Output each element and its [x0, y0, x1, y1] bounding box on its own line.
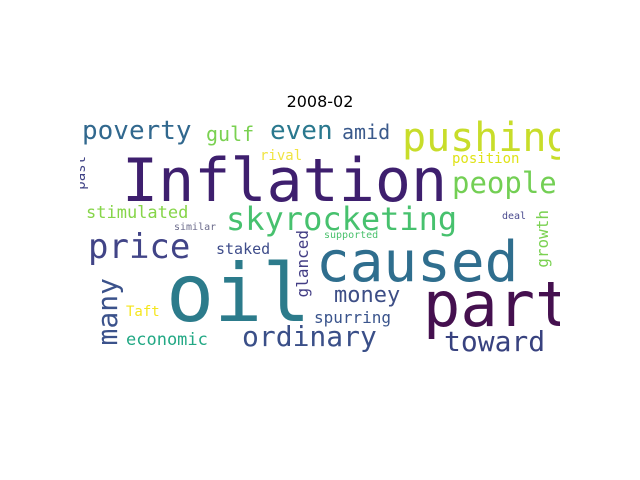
- word-economic: economic: [126, 330, 208, 350]
- word-amid: amid: [342, 120, 391, 144]
- word-staked: staked: [216, 240, 271, 258]
- word-money: money: [334, 283, 401, 308]
- word-toward: toward: [444, 325, 546, 358]
- word-part: part: [423, 268, 560, 341]
- word-taft: Taft: [126, 304, 160, 320]
- word-growth: growth: [533, 210, 552, 268]
- word-price: price: [88, 227, 191, 267]
- chart-title: 2008-02: [286, 92, 354, 111]
- word-caused: caused: [316, 230, 519, 295]
- word-poverty: poverty: [82, 118, 192, 146]
- word-deal: deal: [502, 211, 527, 222]
- word-pushing: pushing: [402, 118, 560, 161]
- word-similar: similar: [174, 222, 217, 233]
- word-position: position: [452, 151, 520, 167]
- word-ordinary: ordinary: [242, 320, 377, 353]
- wordcloud-canvas: Inflation oil caused part pushing skyroc…: [80, 118, 560, 358]
- word-skyrocketing: skyrocketing: [226, 200, 458, 238]
- word-even: even: [270, 118, 333, 146]
- word-spurring: spurring: [314, 308, 392, 327]
- word-oil: oil: [166, 247, 311, 340]
- word-supported: supported: [324, 230, 379, 241]
- word-people: people: [452, 166, 557, 200]
- word-many: many: [91, 278, 124, 346]
- word-stimulated: stimulated: [86, 203, 189, 223]
- word-glanced: glanced: [293, 230, 312, 298]
- word-gulf: gulf: [206, 122, 255, 146]
- word-inflation: Inflation: [122, 146, 448, 216]
- word-rival: rival: [260, 148, 303, 164]
- word-past: past: [80, 156, 89, 190]
